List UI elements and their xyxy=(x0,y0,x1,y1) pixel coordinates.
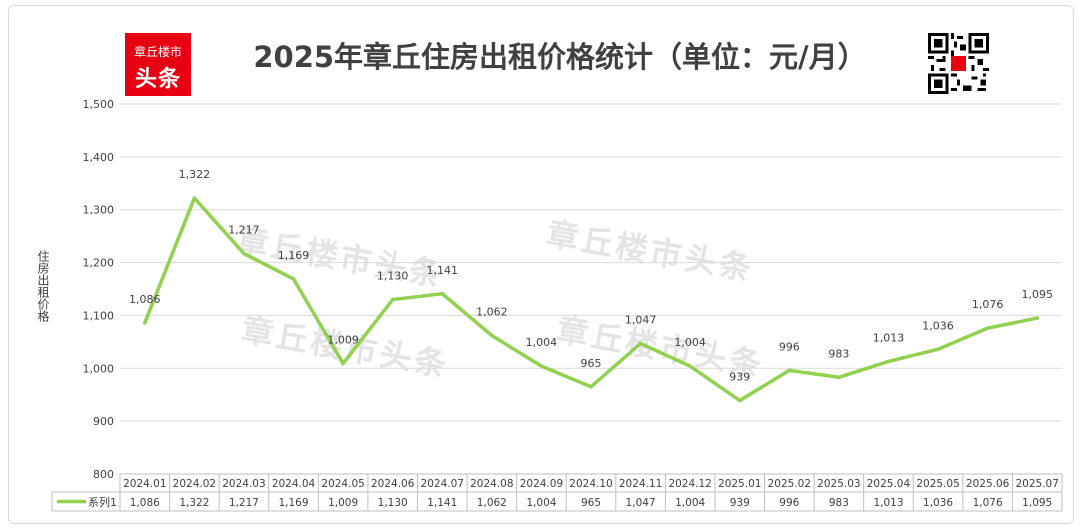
data-label: 1,141 xyxy=(427,264,459,277)
y-tick-label: 1,200 xyxy=(83,257,115,270)
x-tick-label: 2024.06 xyxy=(371,478,415,490)
data-point xyxy=(490,333,494,338)
data-label: 1,004 xyxy=(674,336,706,349)
data-point xyxy=(985,326,990,330)
table-cell-value: 1,036 xyxy=(923,497,953,509)
data-point xyxy=(936,347,940,352)
x-tick-label: 2024.07 xyxy=(421,478,464,490)
y-tick-label: 1,300 xyxy=(83,204,115,217)
table-cell-value: 996 xyxy=(779,497,799,509)
x-tick-label: 2024.05 xyxy=(321,478,364,490)
x-tick-label: 2025.06 xyxy=(966,478,1010,490)
table-cell-value: 1,062 xyxy=(477,497,507,509)
x-tick-label: 2025.04 xyxy=(867,478,911,490)
data-label: 939 xyxy=(729,371,750,384)
chart-title: 2025年章丘住房出租价格统计（单位：元/月） xyxy=(253,40,867,74)
table-cell-value: 1,130 xyxy=(378,497,408,509)
x-tick-label: 2025.07 xyxy=(1015,478,1058,490)
data-label: 1,062 xyxy=(476,306,508,319)
table-cell-value: 1,013 xyxy=(873,497,903,509)
data-label: 996 xyxy=(779,340,800,353)
x-tick-label: 2024.03 xyxy=(222,478,265,490)
table-cell-value: 1,086 xyxy=(130,497,160,509)
data-label: 1,086 xyxy=(129,293,161,306)
x-tick-label: 2024.08 xyxy=(470,478,513,490)
x-tick-label: 2025.02 xyxy=(768,478,811,490)
y-tick-label: 1,400 xyxy=(83,151,115,164)
data-point xyxy=(440,291,445,296)
x-tick-label: 2025.03 xyxy=(817,478,860,490)
y-tick-label: 900 xyxy=(93,415,114,428)
data-point xyxy=(192,196,197,200)
table-cell-value: 1,095 xyxy=(1022,497,1052,509)
legend-series-name: 系列1 xyxy=(88,495,117,509)
table-cell-value: 1,322 xyxy=(179,497,209,509)
data-label: 1,047 xyxy=(625,313,657,326)
data-label: 1,076 xyxy=(972,298,1004,311)
data-point xyxy=(688,364,692,368)
table-cell-value: 1,217 xyxy=(229,497,259,509)
data-point xyxy=(1035,316,1040,320)
table-cell-value: 965 xyxy=(581,497,601,509)
data-point xyxy=(341,361,345,366)
x-tick-label: 2024.09 xyxy=(520,478,563,490)
table-cell-value: 983 xyxy=(829,497,849,509)
data-point xyxy=(787,368,792,373)
table-cell-value: 1,009 xyxy=(328,497,358,509)
table-cell-value: 1,141 xyxy=(427,497,457,509)
data-point xyxy=(737,398,742,403)
x-tick-label: 2024.04 xyxy=(272,478,316,490)
x-tick-label: 2024.10 xyxy=(569,478,612,490)
watermark-text: 章丘楼市头条 xyxy=(239,310,452,384)
data-point xyxy=(539,364,544,368)
data-point xyxy=(886,359,891,364)
logo-line-1: 章丘楼市 xyxy=(133,45,182,59)
data-label: 1,013 xyxy=(873,331,905,344)
data-point xyxy=(837,375,841,380)
data-point xyxy=(638,341,643,346)
data-label: 1,036 xyxy=(922,319,954,332)
y-tick-label: 1,000 xyxy=(83,362,115,375)
table-cell-value: 1,004 xyxy=(526,497,556,509)
y-tick-label: 800 xyxy=(93,468,114,481)
table-cell-value: 1,169 xyxy=(278,497,308,509)
data-label: 965 xyxy=(581,357,602,370)
table-cell-value: 1,004 xyxy=(675,497,705,509)
table-cell-value: 939 xyxy=(730,497,750,509)
table-cell-value: 1,076 xyxy=(973,497,1003,509)
data-point xyxy=(589,384,593,389)
data-label: 1,130 xyxy=(377,270,409,283)
x-tick-label: 2024.01 xyxy=(123,478,166,490)
data-label: 1,009 xyxy=(327,334,359,347)
data-label: 1,217 xyxy=(228,224,260,237)
x-tick-label: 2025.05 xyxy=(916,478,959,490)
data-label: 1,004 xyxy=(526,336,558,349)
watermark-text: 章丘楼市头条 xyxy=(234,220,447,294)
data-point xyxy=(242,251,246,256)
data-label: 983 xyxy=(828,347,849,360)
data-point xyxy=(291,277,296,281)
x-tick-label: 2024.12 xyxy=(668,478,711,490)
x-tick-label: 2025.01 xyxy=(718,478,761,490)
data-label: 1,322 xyxy=(179,168,211,181)
logo-line-2: 头条 xyxy=(134,67,181,92)
qr-code-icon[interactable] xyxy=(928,33,989,94)
data-label: 1,169 xyxy=(278,249,310,262)
x-tick-label: 2024.11 xyxy=(619,478,662,490)
brand-logo: 章丘楼市 头条 xyxy=(125,33,191,96)
table-cell-value: 1,047 xyxy=(626,497,656,509)
data-point xyxy=(142,321,147,325)
watermark-text: 章丘楼市头条 xyxy=(544,214,757,288)
y-tick-label: 1,100 xyxy=(83,309,115,322)
y-axis-label: 住房出租价格 xyxy=(36,250,50,322)
data-label: 1,095 xyxy=(1021,288,1053,301)
y-tick-label: 1,500 xyxy=(83,98,115,111)
x-tick-label: 2024.02 xyxy=(173,478,216,490)
data-point xyxy=(390,297,395,302)
